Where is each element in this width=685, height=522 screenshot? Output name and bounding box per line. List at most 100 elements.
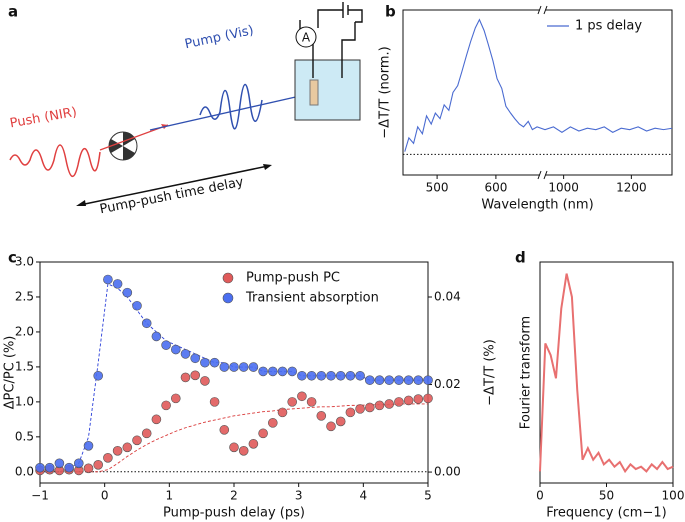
point bbox=[306, 370, 317, 381]
point bbox=[141, 428, 152, 439]
point bbox=[132, 300, 142, 311]
point bbox=[180, 349, 191, 359]
point bbox=[403, 375, 414, 385]
x-tick-label: 0 bbox=[101, 489, 109, 503]
x-tick-label: 500 bbox=[426, 181, 449, 195]
diagram: a Push (NIR) Pump (Vis) A Pump-push time… bbox=[8, 2, 363, 217]
x-tick-label: 4 bbox=[360, 489, 368, 503]
point bbox=[277, 407, 288, 418]
point bbox=[93, 460, 103, 470]
line bbox=[404, 18, 673, 152]
point bbox=[103, 274, 113, 285]
point bbox=[122, 442, 133, 453]
point bbox=[403, 395, 414, 406]
x-axis-label: Pump-push delay (ps) bbox=[163, 506, 305, 521]
push-label: Push (NIR) bbox=[9, 105, 78, 132]
x-tick-label: 5 bbox=[424, 489, 432, 503]
fit-line bbox=[40, 403, 428, 473]
point bbox=[209, 357, 220, 368]
y-tick-label: 2.5 bbox=[15, 289, 34, 303]
y-tick-label: 1.5 bbox=[15, 359, 34, 373]
x-tick-label: 600 bbox=[484, 181, 507, 195]
x-axis-label: Frequency (cm−1) bbox=[546, 506, 666, 521]
point bbox=[423, 375, 433, 385]
point bbox=[238, 362, 249, 372]
point bbox=[103, 453, 113, 463]
point bbox=[209, 397, 220, 407]
legend-label: Transient absorption bbox=[245, 291, 379, 306]
point bbox=[394, 397, 404, 407]
point bbox=[54, 458, 65, 469]
point bbox=[267, 418, 278, 428]
point bbox=[297, 391, 307, 402]
point bbox=[384, 399, 395, 409]
point bbox=[141, 318, 152, 329]
point bbox=[374, 400, 385, 411]
plot-frame bbox=[402, 9, 673, 176]
push-wave bbox=[9, 144, 101, 177]
point bbox=[83, 441, 94, 451]
point bbox=[219, 425, 230, 435]
point bbox=[364, 375, 375, 385]
point bbox=[326, 421, 336, 432]
push-beam bbox=[99, 124, 169, 151]
legend-label: Pump-push PC bbox=[246, 271, 340, 286]
panel-label: a bbox=[8, 3, 18, 21]
point bbox=[200, 376, 210, 386]
point bbox=[219, 362, 230, 372]
point bbox=[297, 370, 307, 381]
point bbox=[161, 400, 171, 411]
cuvette bbox=[294, 59, 361, 121]
line bbox=[539, 273, 674, 474]
point bbox=[35, 462, 45, 473]
x-tick-label: −1 bbox=[31, 489, 49, 503]
axis-break bbox=[540, 7, 545, 13]
point bbox=[151, 331, 162, 342]
point bbox=[287, 366, 298, 377]
point bbox=[394, 375, 404, 385]
pump-wave bbox=[199, 83, 263, 130]
point bbox=[248, 362, 259, 372]
point bbox=[190, 353, 200, 364]
point bbox=[413, 375, 424, 385]
point bbox=[112, 279, 123, 289]
pump-beam bbox=[149, 95, 301, 131]
point bbox=[355, 404, 365, 414]
point bbox=[374, 375, 385, 385]
point bbox=[364, 402, 375, 413]
x-tick-label: 100 bbox=[662, 489, 685, 503]
point bbox=[83, 463, 94, 474]
ammeter-label: A bbox=[302, 31, 311, 45]
point bbox=[413, 394, 424, 404]
y2-tick-label: 0.04 bbox=[434, 290, 461, 304]
point bbox=[93, 370, 103, 381]
point bbox=[238, 446, 249, 456]
point bbox=[423, 393, 433, 404]
ammeter bbox=[295, 26, 317, 48]
point bbox=[267, 366, 278, 377]
legend-marker bbox=[222, 272, 234, 284]
point bbox=[335, 370, 346, 381]
panel-label: b bbox=[385, 3, 396, 21]
y-axis-label: ΔPC/PC (%) bbox=[3, 336, 18, 410]
point bbox=[171, 393, 181, 404]
point bbox=[112, 446, 123, 456]
y2-axis-label: −ΔT/T (%) bbox=[483, 339, 498, 406]
point bbox=[258, 366, 268, 377]
x-tick-label: 2 bbox=[230, 489, 238, 503]
panel-label: c bbox=[8, 249, 17, 267]
x-tick-label: 1 bbox=[166, 489, 174, 503]
y-tick-label: 0.0 bbox=[15, 464, 34, 478]
legend-marker bbox=[222, 292, 234, 304]
point bbox=[306, 397, 317, 407]
point bbox=[277, 366, 288, 377]
device bbox=[309, 79, 319, 106]
axis-break bbox=[540, 172, 545, 178]
y-tick-label: 1.0 bbox=[15, 394, 34, 408]
point bbox=[151, 414, 162, 425]
point bbox=[122, 287, 133, 298]
pump-label: Pump (Vis) bbox=[183, 23, 255, 52]
point bbox=[335, 416, 346, 427]
point bbox=[384, 375, 395, 385]
